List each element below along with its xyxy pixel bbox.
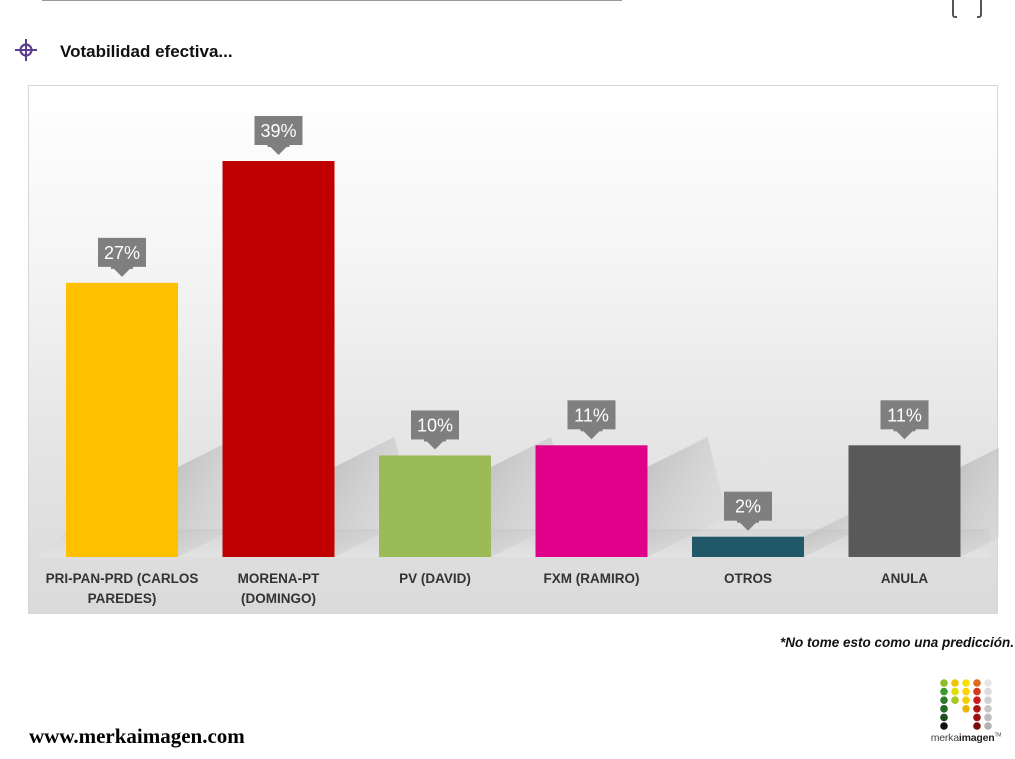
disclaimer-note: *No tome esto como una predicción. <box>779 635 1014 650</box>
merkaimagen-logo: merkaimagenTM <box>930 678 1002 748</box>
category-label: OTROS <box>724 571 772 586</box>
bar-shadow <box>960 447 999 557</box>
logo-text-bold: imagen <box>958 732 995 744</box>
value-label: 39% <box>254 116 303 155</box>
value-label: 11% <box>880 400 929 440</box>
value-label-text: 11% <box>574 405 609 425</box>
bracket-icon <box>952 0 982 18</box>
logo-tm: TM <box>994 732 1002 739</box>
chart-title: Votabilidad efectiva... <box>60 42 233 61</box>
chart-area: 27% 39% 10% 11% 2% 11% PRI-PAN-PRD (CARLOS PAR… <box>28 85 999 614</box>
logo-dots-icon <box>940 679 992 730</box>
bar <box>848 445 961 557</box>
category-label: FXM (RAMIRO) <box>544 571 640 586</box>
bar-chart: 27% 39% 10% 11% 2% 11% PRI-PAN-PRD (CARLOS PAR… <box>39 116 999 606</box>
value-label: 10% <box>411 410 459 450</box>
category-label: MORENA-PT (DOMINGO) <box>238 571 320 606</box>
value-label-text: 39% <box>260 121 296 141</box>
logo-text-light: merka <box>930 732 959 744</box>
website-link[interactable]: www.merkaimagen.com <box>29 724 245 748</box>
value-label-text: 10% <box>417 415 453 435</box>
logo-wordmark: merkaimagenTM <box>930 732 1002 744</box>
bar <box>692 536 804 557</box>
value-label: 2% <box>724 491 772 531</box>
bar <box>66 282 178 557</box>
top-divider <box>42 0 622 1</box>
value-label: 11% <box>567 400 616 440</box>
value-label-text: 27% <box>104 243 140 263</box>
bar <box>379 455 491 557</box>
bar-shadow <box>647 437 728 557</box>
crosshair-icon <box>15 39 37 61</box>
value-label-text: 2% <box>735 497 761 517</box>
value-label: 27% <box>98 237 146 277</box>
bar <box>222 161 335 557</box>
bar <box>535 445 648 557</box>
category-label: PRI-PAN-PRD (CARLOS PAREDES) <box>46 571 199 606</box>
category-label: PV (DAVID) <box>399 571 471 586</box>
category-label: ANULA <box>881 571 928 586</box>
value-label-text: 11% <box>887 405 922 425</box>
